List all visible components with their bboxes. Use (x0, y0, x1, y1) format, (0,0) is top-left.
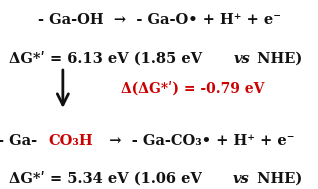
Text: CO₃H: CO₃H (48, 134, 93, 148)
Text: NHE): NHE) (252, 172, 302, 186)
Text: vs: vs (233, 52, 250, 66)
Text: →  - Ga-CO₃• + H⁺ + e⁻: → - Ga-CO₃• + H⁺ + e⁻ (99, 134, 294, 148)
Text: vs: vs (233, 172, 250, 186)
Text: ΔG*ʹ = 5.34 eV (1.06 eV: ΔG*ʹ = 5.34 eV (1.06 eV (9, 172, 207, 186)
Text: ΔG*ʹ = 6.13 eV (1.85 eV: ΔG*ʹ = 6.13 eV (1.85 eV (9, 52, 207, 66)
Text: NHE): NHE) (252, 52, 302, 66)
Text: Δ(ΔG*ʹ) = -0.79 eV: Δ(ΔG*ʹ) = -0.79 eV (121, 82, 264, 96)
Text: - Ga-: - Ga- (0, 134, 43, 148)
Text: - Ga-OH  →  - Ga-O• + H⁺ + e⁻: - Ga-OH → - Ga-O• + H⁺ + e⁻ (38, 13, 280, 27)
